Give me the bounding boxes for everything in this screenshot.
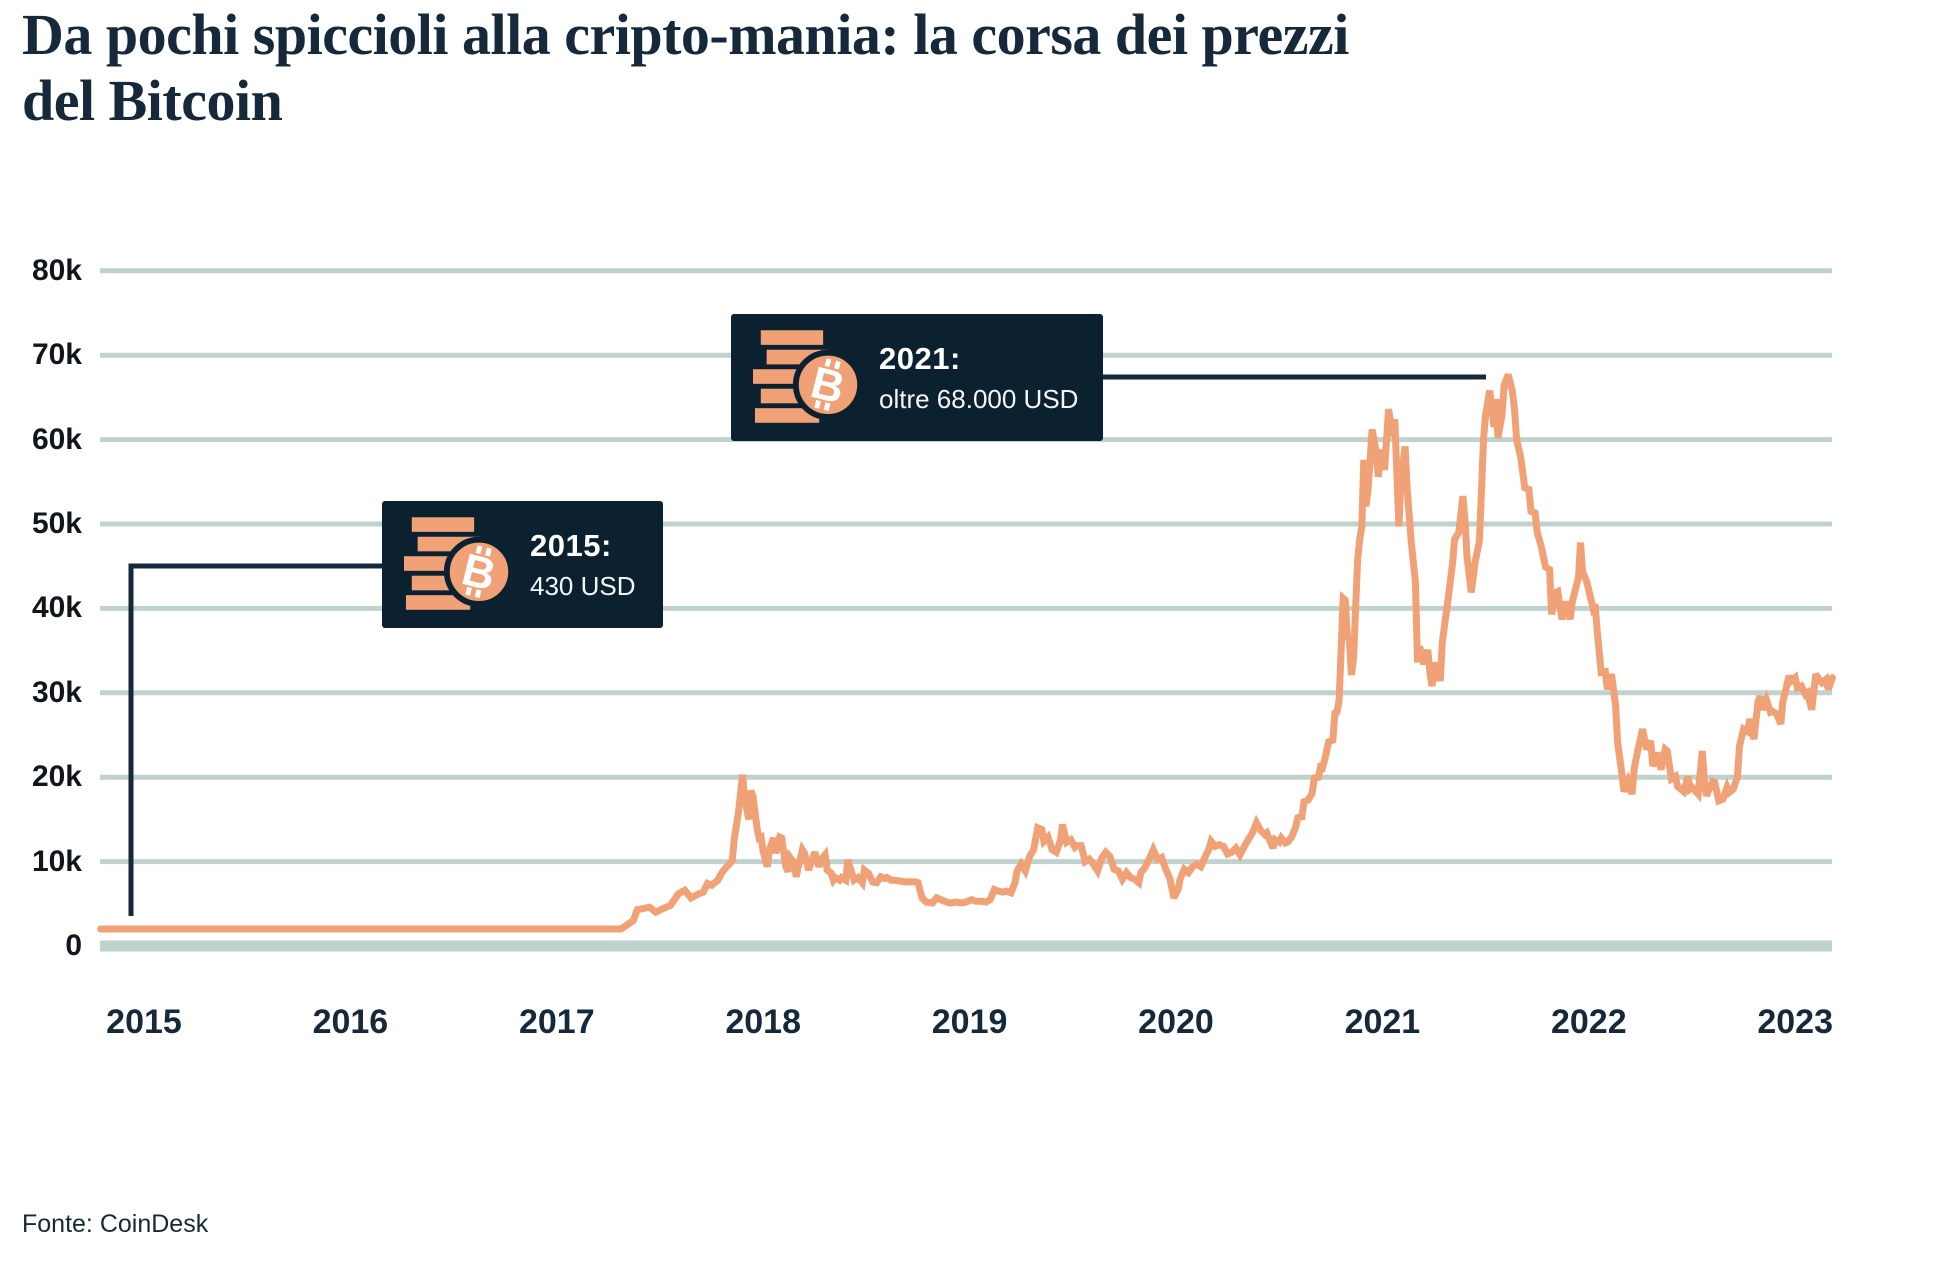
callout-2015-year: 2015: <box>530 527 612 563</box>
y-tick-label: 20k <box>31 760 82 794</box>
y-tick-label: 70k <box>31 338 82 372</box>
x-tick-label: 2017 <box>518 1003 595 1041</box>
y-tick-label: 0 <box>65 929 82 962</box>
x-tick-label: 2022 <box>1550 1003 1627 1041</box>
y-tick-label: 30k <box>31 675 82 709</box>
callout-2021-value: oltre 68.000 USD <box>879 383 1079 414</box>
page-title-line2: del Bitcoin <box>22 68 283 133</box>
bitcoin-coin-stack-icon: B <box>404 517 515 610</box>
y-tick-label: 60k <box>31 422 82 456</box>
y-tick-label: 10k <box>31 844 82 878</box>
bitcoin-coin-stack-icon: B <box>753 330 864 423</box>
callout-2015-connector-line <box>128 563 382 916</box>
callout-2015-value: 430 USD <box>530 570 636 601</box>
x-tick-label: 2021 <box>1344 1003 1421 1041</box>
x-tick-label: 2019 <box>931 1003 1008 1041</box>
page-title-line1: Da pochi spiccioli alla cripto-mania: la… <box>22 2 1349 67</box>
x-tick-label: 2023 <box>1757 1003 1833 1041</box>
x-tick-label: 2015 <box>106 1003 182 1041</box>
x-tick-label: 2016 <box>312 1003 389 1041</box>
x-tick-label: 2020 <box>1138 1003 1214 1041</box>
y-tick-label: 40k <box>31 591 82 625</box>
y-tick-label: 80k <box>31 253 82 287</box>
page-title: Da pochi spiccioli alla cripto-mania: la… <box>22 2 1349 134</box>
x-tick-label: 2018 <box>725 1003 801 1041</box>
price-line-series <box>97 373 1836 933</box>
callout-2015: B 2015: 430 USD <box>382 501 663 628</box>
callout-2021: B 2021: oltre 68.000 USD <box>731 314 1103 441</box>
source-note: Fonte: CoinDesk <box>22 1210 209 1238</box>
callout-2021-year: 2021: <box>879 340 961 376</box>
y-tick-label: 50k <box>31 507 82 540</box>
